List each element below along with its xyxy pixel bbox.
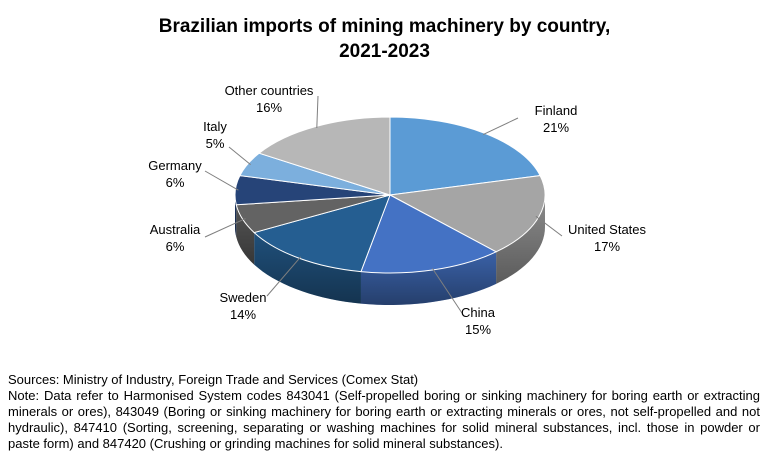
leader-lines [204, 95, 563, 314]
sources-text: Sources: Ministry of Industry, Foreign T… [8, 372, 419, 387]
chart-title-line-1: Brazilian imports of mining machinery by… [158, 16, 611, 37]
pie-slice-united-states [388, 175, 546, 253]
chart-footer: Sources: Ministry of Industry, Foreign T… [8, 372, 760, 452]
pie-side-shade-china [360, 251, 497, 305]
pie-slice-other-countries [258, 116, 391, 196]
data-label-china-value: 15% [465, 322, 491, 337]
data-label-australia-name: Australia [150, 222, 201, 237]
data-label-china-name: China [461, 305, 496, 320]
leader-line-italy [228, 146, 251, 165]
leader-line-sweden [266, 256, 302, 297]
pie-slice-sweden [253, 194, 391, 273]
data-label-other-countries-value: 16% [256, 100, 282, 115]
data-label-sweden-name: Sweden [220, 290, 267, 305]
pie-side-shade-united-states [496, 195, 545, 284]
chart-title-line-2: 2021-2023 [339, 41, 430, 62]
data-label-australia-value: 6% [166, 239, 185, 254]
data-label-italy-name: Italy [203, 119, 227, 134]
note-text: Note: Data refer to Harmonised System co… [8, 388, 760, 451]
leader-line-other-countries [316, 95, 319, 129]
chart-title: Brazilian imports of mining machinery by… [0, 14, 769, 64]
pie-tops [234, 116, 546, 274]
data-label-italy-value: 5% [206, 136, 225, 151]
leader-line-united-states [535, 215, 563, 237]
data-label-united-states-name: United States [568, 222, 647, 237]
leader-line-germany [204, 170, 239, 191]
data-label-united-states-value: 17% [594, 239, 620, 254]
leader-line-australia [204, 218, 246, 238]
data-label-finland-name: Finland [535, 103, 578, 118]
data-label-germany-name: Germany [148, 158, 202, 173]
data-labels: Finland 21% United States 17% China 15% Sweden… [148, 83, 646, 337]
pie-side-shade-sweden [254, 232, 361, 304]
pie-side-shade-australia [236, 204, 255, 265]
data-label-germany-value: 6% [166, 175, 185, 190]
leader-line-china [431, 268, 463, 314]
pie-sides [235, 195, 545, 305]
data-label-finland-value: 21% [543, 120, 569, 135]
data-label-sweden-value: 14% [230, 307, 256, 322]
data-label-other-countries-name: Other countries [225, 83, 314, 98]
leader-line-finland [482, 117, 519, 136]
pie-chart: Finland 21% United States 17% China 15% Sweden… [148, 83, 646, 337]
